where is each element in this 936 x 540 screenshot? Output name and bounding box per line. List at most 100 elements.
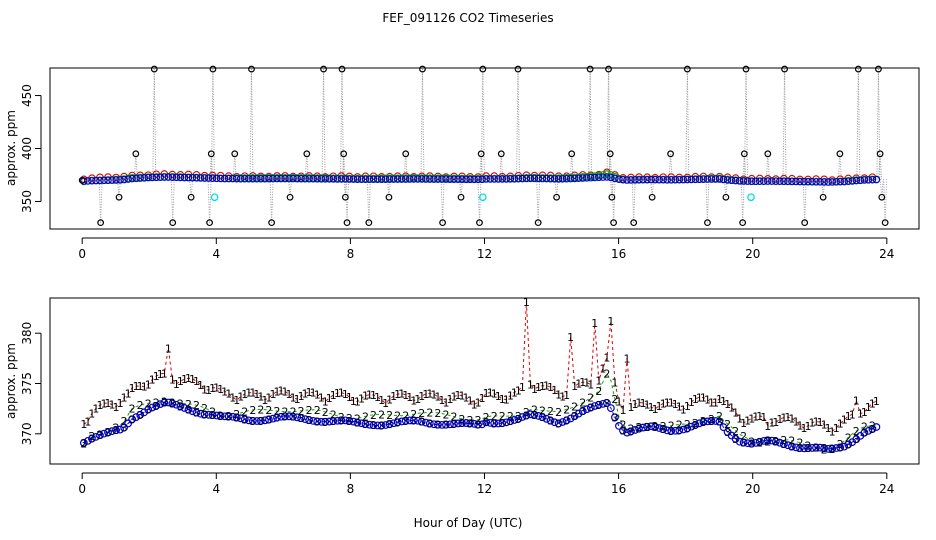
calibration-point (477, 150, 485, 158)
series-3-marker (554, 419, 563, 428)
ambient-blue-point (687, 175, 696, 184)
ambient-red-point (200, 171, 209, 180)
ambient-blue-point (305, 174, 313, 183)
calibration-line (368, 179, 371, 223)
ambient-blue-point (578, 174, 587, 182)
calibration-point (876, 150, 884, 158)
series-3-marker (136, 410, 145, 419)
series-2-marker-label: 2 (362, 410, 369, 423)
calibration-line (765, 153, 769, 180)
calibration-line (744, 69, 747, 180)
series-1-marker-label: 1 (100, 397, 107, 410)
series-2-marker-label: 2 (282, 406, 289, 419)
series-3-marker-label: 3 (209, 409, 216, 422)
series-3-marker-label: 3 (394, 416, 401, 429)
calibration-point (419, 65, 426, 73)
series-3-marker (361, 420, 370, 428)
ambient-blue-point (655, 175, 663, 184)
ambient-blue-point (414, 175, 422, 183)
series-3-marker-label: 3 (700, 416, 707, 429)
series-3-marker (248, 416, 257, 425)
series-3-marker (796, 444, 804, 452)
calibration-point (764, 150, 772, 158)
series-1-marker-label: 1 (607, 315, 614, 328)
series-1-marker-label: 1 (623, 352, 630, 365)
calibration-point (854, 65, 862, 73)
ambient-blue-point (792, 177, 800, 186)
series-3-marker (433, 420, 442, 429)
series-3-marker (872, 423, 881, 431)
series-1-marker-label: 1 (92, 403, 99, 416)
series-1-marker-label: 1 (322, 395, 329, 408)
calibration-line (500, 153, 504, 180)
ambient-blue-point (494, 175, 502, 183)
ambient-blue-point (607, 173, 615, 182)
series-1-marker-label: 1 (619, 404, 626, 417)
ambient-blue-point (836, 177, 844, 186)
series-3-marker (651, 422, 660, 431)
ambient-blue-point (422, 175, 430, 183)
ambient-blue-point (723, 176, 732, 184)
ambient-blue-point (603, 173, 611, 181)
series-3-marker-label: 3 (644, 421, 651, 434)
calibration-point (742, 65, 750, 73)
series-3-marker (417, 417, 426, 426)
series-3-marker (534, 412, 543, 420)
ambient-blue-point (220, 174, 229, 183)
series-3-marker-label: 3 (676, 424, 683, 437)
series-3-marker (236, 414, 245, 423)
ambient-blue-point (353, 175, 362, 183)
ambient-blue-point (289, 174, 297, 183)
series-3-marker-label: 3 (96, 429, 103, 442)
series-2-marker-label: 2 (241, 406, 248, 419)
ambient-blue-point (92, 176, 100, 185)
series-1-marker-label: 1 (209, 382, 216, 395)
series-3-marker (208, 411, 217, 419)
calibration-line (133, 153, 137, 180)
series-3-marker (546, 416, 555, 425)
series-2-marker-label: 2 (137, 399, 144, 412)
series-3-marker (252, 417, 261, 425)
series-2-marker-label: 2 (531, 404, 538, 417)
ambient-blue-point (595, 173, 603, 182)
series-3-marker-label: 3 (362, 418, 369, 431)
ambient-blue-point (663, 176, 671, 184)
cyan-point (210, 193, 219, 202)
series-1-marker-label: 1 (636, 397, 643, 410)
series-3-marker (788, 442, 796, 451)
series-3-marker (812, 443, 820, 452)
series-3-marker (446, 420, 454, 429)
series-3-marker (635, 424, 643, 433)
series-1-marker-label: 1 (310, 387, 317, 400)
ambient-red-point (675, 173, 684, 182)
series-3-marker (800, 444, 808, 453)
series-1-marker-label: 1 (253, 388, 260, 401)
series-1-marker-label: 1 (720, 395, 727, 408)
calibration-line (321, 69, 325, 180)
series-3-marker-label: 3 (579, 405, 586, 418)
ambient-blue-point (269, 174, 277, 183)
ambient-blue-point (200, 174, 209, 182)
ambient-blue-point (623, 176, 631, 184)
series-1-marker-label: 1 (113, 401, 120, 414)
ambient-blue-point (659, 176, 667, 184)
series-1-marker-label: 1 (792, 415, 799, 428)
series-1-marker-label: 1 (185, 372, 192, 385)
series-2-marker-label: 2 (80, 438, 87, 451)
calibration-line (343, 153, 346, 180)
series-3-marker (586, 403, 595, 412)
ambient-blue-point (679, 175, 688, 184)
series-1-marker-label: 1 (169, 373, 176, 386)
series-2-marker-label: 2 (668, 420, 675, 433)
series-3-marker (377, 421, 386, 430)
series-2-marker-label: 2 (346, 412, 353, 425)
calibration-point (457, 193, 465, 201)
series-1-marker-label: 1 (125, 388, 132, 401)
series-3-marker (148, 403, 157, 412)
ambient-blue-point (639, 176, 647, 184)
ambient-blue-point (691, 175, 700, 184)
series-3-marker (526, 410, 535, 419)
series-3-marker (397, 417, 406, 426)
series-3-marker (88, 434, 96, 443)
series-3-marker-label: 3 (619, 425, 626, 438)
